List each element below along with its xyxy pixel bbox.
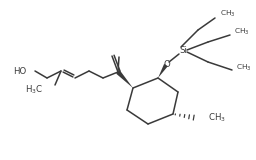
Polygon shape <box>116 70 133 88</box>
Text: CH$_3$: CH$_3$ <box>208 112 226 124</box>
Text: O: O <box>164 60 170 68</box>
Text: H$_3$C: H$_3$C <box>25 84 43 96</box>
Text: CH$_3$: CH$_3$ <box>234 27 250 37</box>
Text: CH$_3$: CH$_3$ <box>220 9 236 19</box>
Polygon shape <box>158 64 168 78</box>
Text: Si: Si <box>179 45 187 55</box>
Text: CH$_3$: CH$_3$ <box>236 63 252 73</box>
Text: HO: HO <box>13 67 26 76</box>
